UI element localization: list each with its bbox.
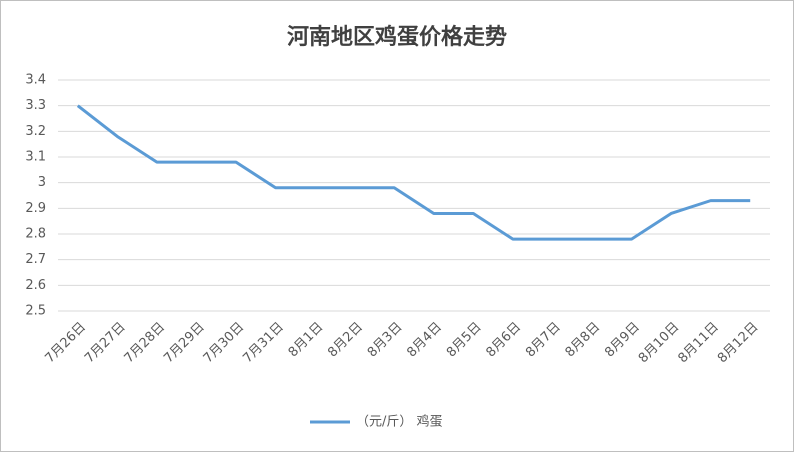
y-tick-label: 3.2 bbox=[25, 124, 46, 139]
y-tick-label: 3.4 bbox=[25, 73, 46, 88]
y-tick-label: 3 bbox=[38, 175, 46, 190]
y-tick-label: 3.3 bbox=[25, 98, 46, 113]
y-tick-label: 2.7 bbox=[25, 252, 46, 267]
line-series bbox=[76, 104, 751, 241]
chart-title: 河南地区鸡蛋价格走势 bbox=[287, 24, 507, 50]
y-tick-label: 2.5 bbox=[25, 304, 46, 319]
legend-label: （元/斤） 鸡蛋 bbox=[356, 414, 443, 430]
y-tick-label: 2.6 bbox=[25, 278, 46, 293]
y-tick-label: 3.1 bbox=[25, 150, 46, 165]
y-tick-label: 2.8 bbox=[25, 227, 46, 242]
y-tick-label: 2.9 bbox=[25, 201, 46, 216]
